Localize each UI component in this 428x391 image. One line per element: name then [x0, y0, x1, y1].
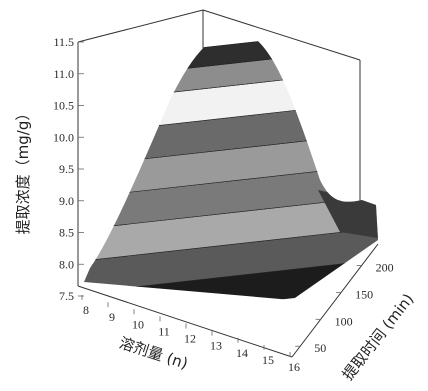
x-tick-label: 13 — [210, 339, 222, 353]
surface-band — [84, 193, 378, 267]
x-axis-ticks: 8 9 10 11 12 13 14 15 16 — [81, 295, 300, 374]
x-tick-label: 15 — [262, 353, 274, 367]
z-tick-label: 10.5 — [53, 99, 74, 113]
y-tick-label: 50 — [314, 341, 326, 355]
z-tick-label: 7.5 — [59, 289, 74, 303]
y-axis-title: 提取时间 (min) — [339, 290, 418, 384]
y-tick-label: 100 — [335, 314, 353, 328]
x-tick-label: 14 — [236, 346, 248, 360]
y-tick-label: 150 — [355, 287, 373, 301]
z-tick-label: 8.5 — [59, 226, 74, 240]
surface-band — [84, 161, 378, 235]
x-tick-label: 12 — [184, 332, 196, 346]
z-axis-title: 提取浓度（mg/g） — [14, 106, 32, 235]
x-tick-label: 11 — [158, 324, 170, 338]
surface-band — [318, 190, 378, 238]
x-tick-label: 8 — [83, 303, 89, 317]
z-tick-label: 9.5 — [59, 162, 74, 176]
z-tick-label: 9.0 — [59, 194, 74, 208]
surface-plot — [84, 31, 378, 300]
z-tick-label: 10.0 — [53, 130, 74, 144]
z-tick-label: 8.0 — [59, 257, 74, 271]
x-tick-label: 16 — [288, 360, 300, 374]
z-tick-label: 11.0 — [53, 67, 74, 81]
x-tick-label: 9 — [109, 310, 115, 324]
x-axis-title: 溶剂量 (n) — [117, 334, 190, 373]
x-tick-label: 10 — [132, 317, 144, 331]
surface-band — [84, 225, 378, 298]
z-axis-ticks: 7.5 8.0 8.5 9.0 9.5 10.0 10.5 11.0 11.5 — [53, 35, 84, 303]
z-tick-label: 11.5 — [53, 35, 74, 49]
y-tick-label: 200 — [376, 261, 394, 275]
